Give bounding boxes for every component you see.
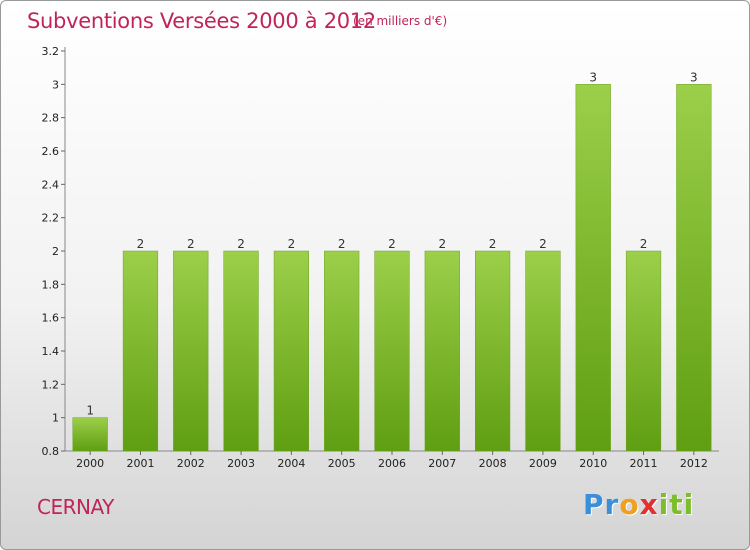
- bar-value-label: 2: [539, 237, 547, 251]
- logo-letter: t: [669, 488, 684, 521]
- x-tick-label: 2004: [277, 457, 305, 470]
- x-tick-label: 2001: [126, 457, 154, 470]
- logo-letter: r: [604, 488, 620, 521]
- bar-value-label: 2: [640, 237, 648, 251]
- unit-label: (en milliers d'€): [353, 14, 448, 28]
- bar: [374, 250, 410, 452]
- bar: [475, 250, 511, 452]
- bar-value-label: 2: [137, 237, 145, 251]
- bar: [676, 84, 712, 452]
- y-tick-label: 3: [52, 78, 59, 91]
- x-tick-label: 2005: [328, 457, 356, 470]
- y-tick-label: 2.4: [42, 178, 60, 191]
- y-tick-label: 1.6: [42, 312, 60, 325]
- bar-value-label: 1: [86, 404, 94, 418]
- bar-value-label: 2: [388, 237, 396, 251]
- y-tick-label: 1: [52, 412, 59, 425]
- y-tick-label: 2.2: [42, 212, 60, 225]
- bar-value-label: 2: [187, 237, 195, 251]
- x-tick-label: 2008: [479, 457, 507, 470]
- logo-letter: x: [639, 488, 659, 521]
- bar-value-label: 3: [690, 70, 698, 84]
- x-tick-label: 2011: [630, 457, 658, 470]
- logo-letter: o: [619, 488, 640, 521]
- y-tick-label: 3.2: [42, 45, 60, 58]
- proxiti-logo[interactable]: Proxiti: [583, 488, 694, 521]
- bar: [173, 250, 209, 452]
- place-name: CERNAY: [37, 495, 114, 519]
- y-tick-label: 0.8: [42, 445, 60, 458]
- y-tick-label: 2.8: [42, 112, 60, 125]
- bar: [223, 250, 259, 452]
- bar-value-label: 2: [338, 237, 346, 251]
- y-tick-label: 2.6: [42, 145, 60, 158]
- bar: [324, 250, 360, 452]
- y-tick-label: 1.8: [42, 278, 60, 291]
- y-tick-label: 1.4: [42, 345, 60, 358]
- x-tick-label: 2003: [227, 457, 255, 470]
- x-tick-label: 2002: [177, 457, 205, 470]
- bar-value-label: 3: [589, 70, 597, 84]
- y-tick-label: 2: [52, 245, 59, 258]
- bar: [72, 417, 108, 452]
- bar-value-label: 2: [489, 237, 497, 251]
- x-tick-label: 2006: [378, 457, 406, 470]
- x-tick-label: 2010: [579, 457, 607, 470]
- chart-title: Subventions Versées 2000 à 2012: [27, 9, 376, 33]
- x-tick-label: 2009: [529, 457, 557, 470]
- bar: [273, 250, 309, 452]
- logo-letter: i: [683, 488, 695, 521]
- bar: [122, 250, 159, 452]
- bar-value-label: 2: [288, 237, 296, 251]
- x-tick-label: 2007: [428, 457, 456, 470]
- bar: [525, 250, 561, 452]
- plot-area: 0.8 1 1.2 1.4 1.6 1.8 2 2.2 2.4 2.6 2.8 3 3.2 1 2000 2 2…: [42, 45, 719, 470]
- y-tick-label: 1.2: [42, 378, 60, 391]
- bar: [424, 250, 460, 452]
- bar-value-label: 2: [438, 237, 446, 251]
- bar-value-label: 2: [237, 237, 245, 251]
- x-tick-label: 2000: [76, 457, 104, 470]
- logo-letter: P: [583, 488, 605, 521]
- bar: [625, 250, 662, 452]
- x-tick-label: 2012: [680, 457, 708, 470]
- logo-letter: i: [658, 488, 670, 521]
- bar: [575, 84, 611, 452]
